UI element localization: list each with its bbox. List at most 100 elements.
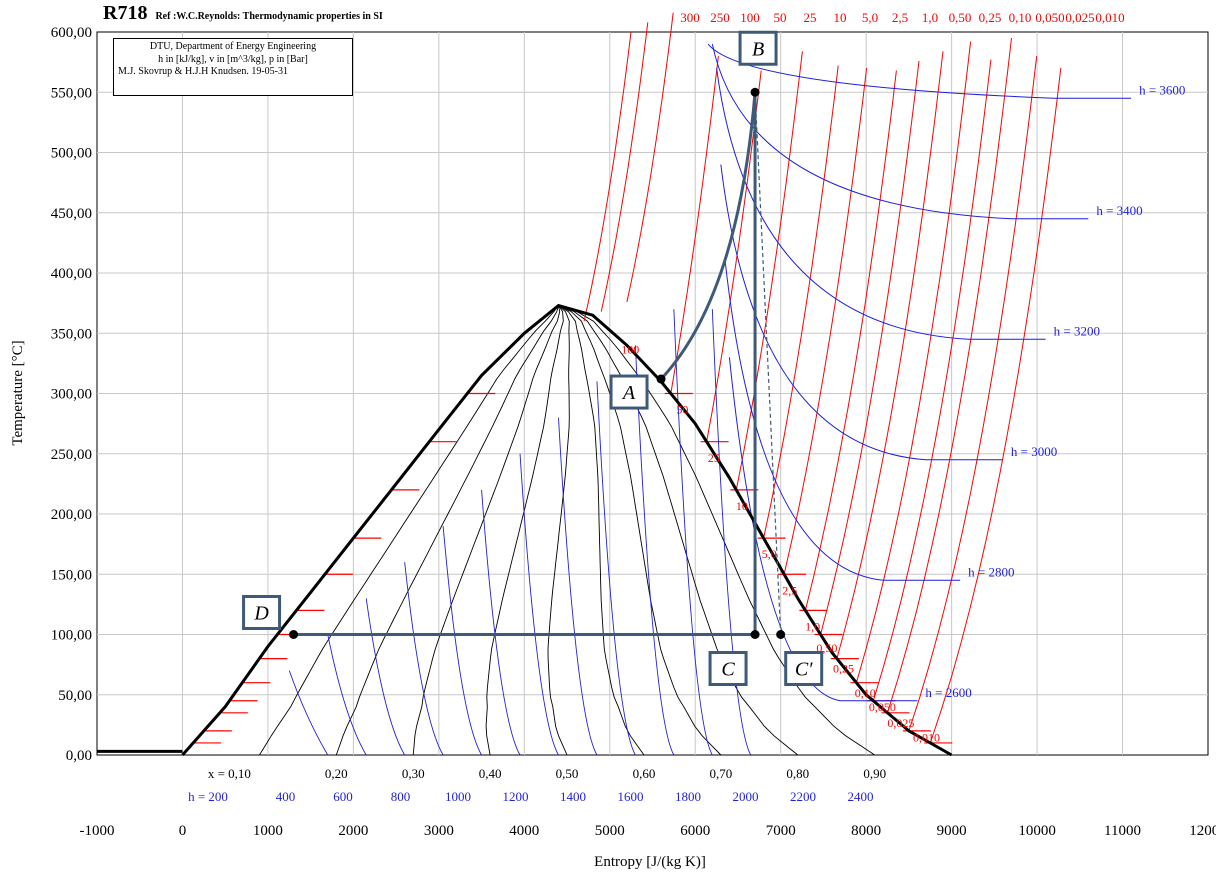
enthalpy-label-bottom: 800 [391, 789, 411, 804]
pressure-label-top: 25 [804, 10, 817, 25]
y-tick-label: 600,00 [51, 25, 92, 41]
isenthalp-line [558, 417, 598, 756]
y-tick-label: 550,00 [51, 85, 92, 101]
point-label: C′ [795, 659, 813, 681]
isobar-line [929, 68, 1062, 744]
refrigerant-name: R718 [103, 2, 148, 24]
y-tick-label: 350,00 [51, 326, 92, 342]
y-tick-labels: 0,00 50,00 100,00 150,00 200,00 250,00 300,00 3… [51, 25, 92, 764]
path-a-b [659, 92, 757, 381]
isenthalp-line [288, 670, 329, 756]
dome-line [181, 303, 953, 757]
enthalpy-label-right: h = 3000 [1011, 444, 1057, 459]
isobar-line [836, 51, 944, 659]
y-tick-label: 500,00 [51, 146, 92, 162]
x-tick-label: 9000 [937, 823, 967, 839]
quality-label: 0,50 [556, 766, 579, 781]
enthalpy-label-right: h = 3400 [1096, 203, 1142, 218]
y-tick-label: 450,00 [51, 206, 92, 222]
isenthalp-line [724, 260, 961, 581]
quality-line [558, 305, 645, 756]
chart-title: R718 Ref :W.C.Reynolds: Thermodynamic pr… [103, 2, 383, 25]
info-line-1: DTU, Department of Energy Engineering [149, 41, 317, 52]
quality-line [485, 305, 564, 756]
isobar-supercritical [583, 31, 632, 322]
enthalpy-label-bottom: 1800 [675, 789, 701, 804]
isenthalp-line [365, 598, 406, 756]
isenthalp-line [728, 357, 918, 702]
isenthalp-line [519, 453, 559, 756]
isenthalp-line [720, 164, 1003, 461]
enthalpy-label-bottom: 1600 [618, 789, 644, 804]
pressure-label-top: 5,0 [862, 10, 878, 25]
x-tick-label: 1000 [253, 823, 283, 839]
point-label: B [752, 38, 764, 60]
x-tick-label: 0 [179, 823, 187, 839]
saturation-dome [97, 303, 953, 757]
isobar-line [763, 65, 839, 539]
isenthalp-line [596, 381, 636, 756]
point-label: C [721, 659, 735, 681]
y-tick-label: 50,00 [58, 688, 92, 704]
x-tick-label: 12000 [1189, 823, 1216, 839]
enthalpy-label-bottom: 1400 [560, 789, 586, 804]
isobar-line [855, 41, 972, 683]
cycle-point-marker [750, 87, 760, 97]
isobar-line [887, 37, 1012, 713]
pressure-label-top: 10 [834, 10, 847, 25]
quality-labels: x = 0,10 0,20 0,30 0,40 0,50 0,60 0,70 0,80 0,90 [208, 766, 886, 781]
pressure-label-top: 0,010 [1095, 10, 1124, 25]
point-label-box [708, 651, 748, 686]
pressure-label-dome: 0,050 [869, 700, 896, 714]
point-label-box [738, 30, 778, 66]
x-tick-label: 11000 [1104, 823, 1141, 839]
y-tick-label: 0,00 [66, 748, 92, 764]
info-box: DTU, Department of Energy Engineering h … [113, 38, 353, 96]
isenthalp-line [711, 309, 752, 756]
pressure-label-top: 0,10 [1009, 10, 1032, 25]
quality-label: 0,40 [479, 766, 502, 781]
pressure-label-top: 250 [710, 10, 730, 25]
x-tick-label: 5000 [595, 823, 625, 839]
enthalpy-label-right: h = 2600 [925, 685, 971, 700]
pressure-label-dome: 0,10 [855, 686, 876, 700]
quality-label: 0,80 [786, 766, 809, 781]
isobar-line [783, 68, 868, 575]
enthalpy-label-right: h = 3600 [1139, 82, 1185, 97]
isobar-line [670, 56, 719, 394]
y-tick-label: 250,00 [51, 447, 92, 463]
enthalpy-bottom-labels: h = 200 400 600 800 1000 1200 1400 1600 1800 2000… [188, 789, 873, 804]
isenthalp-line [716, 68, 1046, 340]
pressure-label-top: 0,025 [1065, 10, 1094, 25]
y-tick-label: 100,00 [51, 628, 92, 644]
enthalpy-label-right: h = 2800 [968, 564, 1014, 579]
isobar-line [804, 70, 897, 611]
pressure-label-dome: 25 [708, 451, 720, 465]
pressure-lines [193, 12, 1062, 744]
enthalpy-lines [288, 43, 1132, 756]
y-axis-label: Temperature [°C] [10, 340, 26, 445]
pressure-label-top: 1,0 [922, 10, 938, 25]
point-label-box [784, 651, 824, 686]
x-tick-label: -1000 [80, 823, 115, 839]
x-tick-labels: -1000 0 1000 2000 3000 4000 5000 6000 7000 8000 90… [80, 823, 1216, 839]
isenthalp-line [673, 309, 713, 756]
enthalpy-label-right: h = 3200 [1054, 323, 1100, 338]
x-tick-label: 3000 [424, 823, 454, 839]
quality-line [547, 305, 570, 756]
quality-label: 0,70 [709, 766, 732, 781]
y-tick-label: 150,00 [51, 567, 92, 583]
cycle-point-marker [289, 630, 299, 639]
quality-label: 0,90 [863, 766, 886, 781]
isobar-line [735, 51, 803, 490]
pressure-label-top: 2,5 [892, 10, 908, 25]
x-tick-label: 8000 [851, 823, 881, 839]
point-label-box [242, 595, 282, 630]
enthalpy-label-bottom: 2400 [848, 789, 874, 804]
enthalpy-label-bottom: 2200 [790, 789, 816, 804]
quality-label: 0,60 [633, 766, 656, 781]
quality-line [335, 305, 559, 756]
isobar-line [908, 56, 1038, 732]
cycle-path [289, 87, 786, 639]
